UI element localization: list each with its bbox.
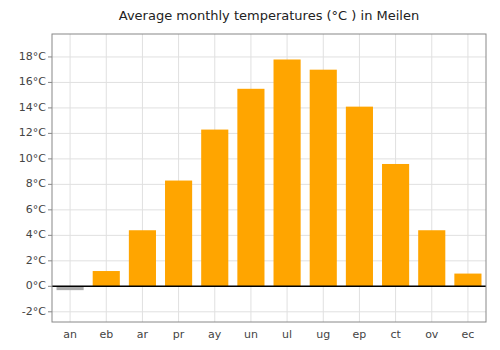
tick-label: pr (173, 328, 185, 341)
tick-label: 4°C (26, 228, 46, 241)
grid-line (52, 56, 486, 57)
x-axis: an eb ar pr ay un ul ug ep ct ov ec (63, 328, 474, 341)
tick-label: 10°C (19, 152, 46, 165)
tick-label: 0°C (26, 279, 46, 292)
tick-label: 14°C (19, 101, 46, 114)
tick-label: 18°C (19, 50, 46, 63)
tick-mark (48, 260, 52, 261)
grid-line (52, 158, 486, 159)
tick-mark (48, 235, 52, 236)
grid-line (52, 82, 486, 83)
tick-mark (48, 158, 52, 159)
tick-label: 6°C (26, 203, 46, 216)
bar (201, 130, 228, 287)
bar (93, 271, 120, 286)
tick-mark (48, 82, 52, 83)
bar (310, 70, 337, 287)
tick-label: ep (353, 328, 367, 341)
grid-line (52, 286, 486, 287)
tick-mark (48, 184, 52, 185)
chart-container: Average monthly temperatures (°C ) in Me… (0, 0, 500, 350)
tick-label: 12°C (19, 126, 46, 139)
tick-label: ct (390, 328, 401, 341)
grid-line (70, 34, 71, 322)
plot-frame (52, 34, 486, 322)
bar (274, 59, 301, 286)
tick-mark (48, 56, 52, 57)
tick-mark (48, 286, 52, 287)
chart: Average monthly temperatures (°C ) in Me… (0, 0, 500, 350)
title: Average monthly temperatures (°C ) in Me… (119, 8, 419, 23)
bar (129, 230, 156, 286)
bar (237, 89, 264, 287)
grid-line (52, 107, 486, 108)
tick-label: ug (316, 328, 330, 341)
grid-line (52, 209, 486, 210)
tick-label: ar (137, 328, 149, 341)
tick-mark (48, 209, 52, 210)
tick-label: ay (208, 328, 222, 341)
tick-label: an (63, 328, 77, 341)
grid (52, 34, 486, 322)
tick-label: 2°C (26, 254, 46, 267)
tick-mark (48, 311, 52, 312)
grid-line (52, 133, 486, 134)
zero-line (52, 286, 486, 288)
tick-label: -2°C (22, 305, 46, 318)
tick-label: 8°C (26, 177, 46, 190)
bar (382, 164, 409, 286)
tick-label: 16°C (19, 75, 46, 88)
bar (418, 230, 445, 286)
grid-line (52, 311, 486, 312)
tick-label: ul (282, 328, 292, 341)
tick-label: eb (99, 328, 113, 341)
bar (165, 181, 192, 287)
bars (57, 59, 482, 290)
tick-mark (48, 107, 52, 108)
grid-line (52, 184, 486, 185)
y-axis: -2°C 0°C 2°C 4°C 6°C 8°C 10°C 12°C 14°C 16°C 18°C (19, 50, 52, 318)
bar (454, 274, 481, 287)
tick-label: ov (425, 328, 439, 341)
tick-label: ec (462, 328, 475, 341)
bar (346, 107, 373, 287)
tick-mark (48, 133, 52, 134)
tick-label: un (244, 328, 258, 341)
